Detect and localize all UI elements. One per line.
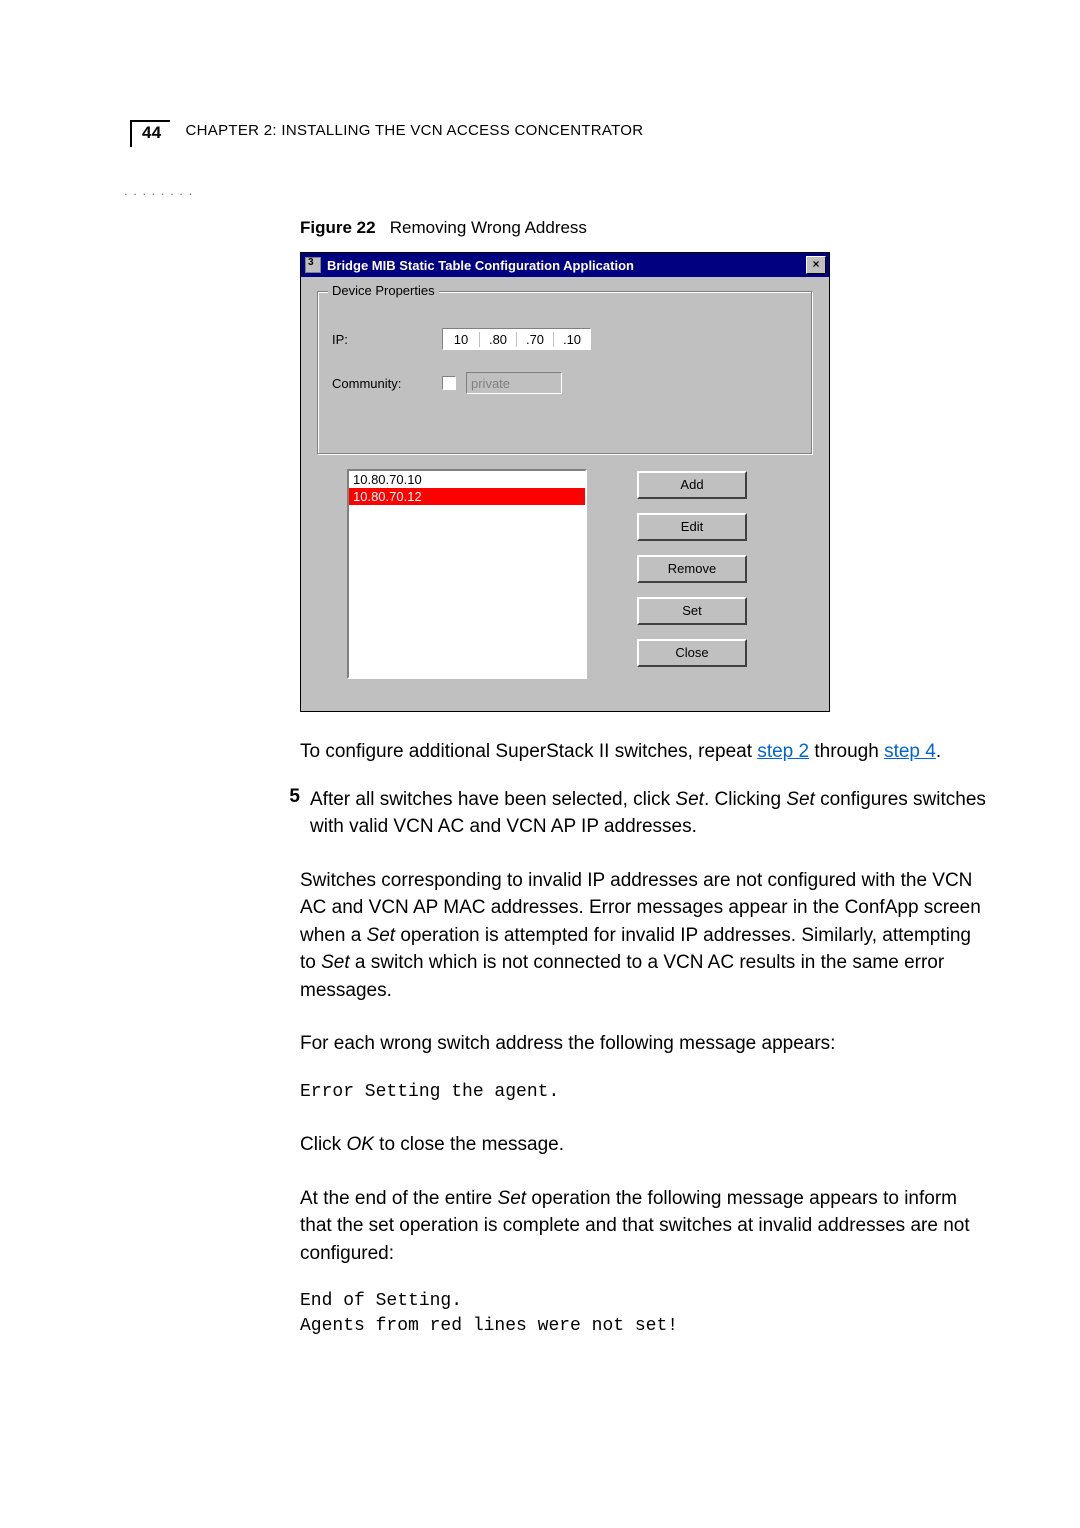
set-button[interactable]: Set <box>637 597 747 625</box>
page-number: 44 <box>130 120 170 147</box>
paragraph: Click OK to close the message. <box>300 1131 990 1159</box>
list-item[interactable]: 10.80.70.10 <box>349 471 585 488</box>
decorative-dots: . . . . . . . . <box>124 183 990 198</box>
close-button[interactable]: Close <box>637 639 747 667</box>
community-checkbox[interactable] <box>442 376 456 390</box>
community-input[interactable]: private <box>466 372 562 394</box>
running-header: 44 CHAPTER 2: INSTALLING THE VCN ACCESS … <box>130 120 990 147</box>
remove-button[interactable]: Remove <box>637 555 747 583</box>
step-5: 5 After all switches have been selected,… <box>300 786 990 841</box>
dialog-window: Bridge MIB Static Table Configuration Ap… <box>300 252 830 712</box>
link-step-4[interactable]: step 4 <box>884 741 936 762</box>
figure-caption: Figure 22 Removing Wrong Address <box>300 218 990 238</box>
add-button[interactable]: Add <box>637 471 747 499</box>
code-block: Error Setting the agent. <box>300 1080 990 1105</box>
ip-field[interactable]: 10 .80 .70 .10 <box>442 328 591 350</box>
ip-label: IP: <box>332 332 442 347</box>
code-block: End of Setting. Agents from red lines we… <box>300 1289 990 1339</box>
close-icon[interactable]: × <box>806 256 826 274</box>
community-row: Community: private <box>332 372 798 394</box>
paragraph: For each wrong switch address the follow… <box>300 1030 990 1058</box>
list-item[interactable]: 10.80.70.12 <box>349 488 585 505</box>
edit-button[interactable]: Edit <box>637 513 747 541</box>
titlebar: Bridge MIB Static Table Configuration Ap… <box>301 253 829 277</box>
ip-row: IP: 10 .80 .70 .10 <box>332 328 798 350</box>
group-legend: Device Properties <box>328 283 439 298</box>
community-label: Community: <box>332 376 442 391</box>
window-title: Bridge MIB Static Table Configuration Ap… <box>327 258 806 273</box>
system-icon[interactable] <box>305 257 321 273</box>
paragraph: To configure additional SuperStack II sw… <box>300 738 990 766</box>
address-listbox[interactable]: 10.80.70.10 10.80.70.12 <box>347 469 587 679</box>
paragraph: At the end of the entire Set operation t… <box>300 1185 990 1268</box>
chapter-title: CHAPTER 2: INSTALLING THE VCN ACCESS CON… <box>186 120 644 139</box>
link-step-2[interactable]: step 2 <box>757 741 809 762</box>
paragraph: Switches corresponding to invalid IP add… <box>300 867 990 1005</box>
device-properties-group: Device Properties IP: 10 .80 .70 .10 Com… <box>317 291 813 455</box>
